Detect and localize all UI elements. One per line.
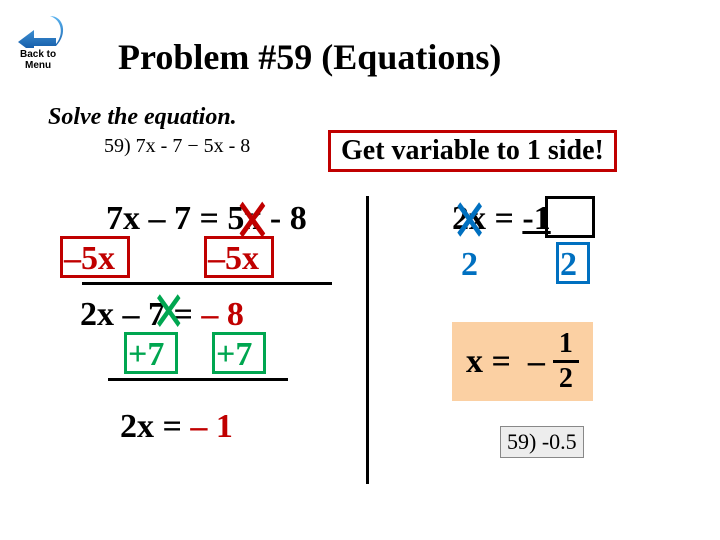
answer-fraction: 1 2 <box>553 330 579 393</box>
box-sub5x-right <box>204 236 274 278</box>
final-answer: 59) -0.5 <box>500 426 584 458</box>
answer-prefix: x = – <box>466 343 545 381</box>
back-label: Back toMenu <box>18 48 58 72</box>
step2-equation: 2x – 7 = – 8 <box>80 296 244 334</box>
step4-equation: 2x = -1 <box>452 200 551 238</box>
step1-equation: 7x – 7 = 5x - 8 <box>106 200 307 238</box>
hint-box: Get variable to 1 side! <box>328 130 617 172</box>
fraction-numerator: 1 <box>553 330 579 363</box>
step4-div-left: 2 <box>461 246 478 284</box>
step2-rhs: – 8 <box>201 296 244 333</box>
step4-lhs: 2x = <box>452 200 522 237</box>
box-div2 <box>556 242 590 284</box>
solve-heading: Solve the equation. <box>48 104 250 131</box>
fraction-denominator: 2 <box>559 363 573 393</box>
answer-box: x = – 1 2 <box>452 322 593 401</box>
step2-lhs: 2x – 7 = <box>80 296 201 333</box>
problem-statement: Solve the equation. 59) 7x - 7 − 5x - 8 <box>48 104 250 158</box>
box-sub5x-left <box>60 236 130 278</box>
step3-equation: 2x = – 1 <box>120 408 233 446</box>
problem-expression: 59) 7x - 7 − 5x - 8 <box>104 135 250 158</box>
step2-rule <box>108 378 288 381</box>
step3-rhs: – 1 <box>190 408 233 445</box>
page-title: Problem #59 (Equations) <box>118 36 501 78</box>
vertical-divider <box>366 196 369 484</box>
back-to-menu-button[interactable]: Back toMenu <box>12 12 76 76</box>
box-add7-left <box>124 332 178 374</box>
step1-rule <box>82 282 332 285</box>
step3-lhs: 2x = <box>120 408 190 445</box>
box-neg1 <box>545 196 595 238</box>
box-add7-right <box>212 332 266 374</box>
